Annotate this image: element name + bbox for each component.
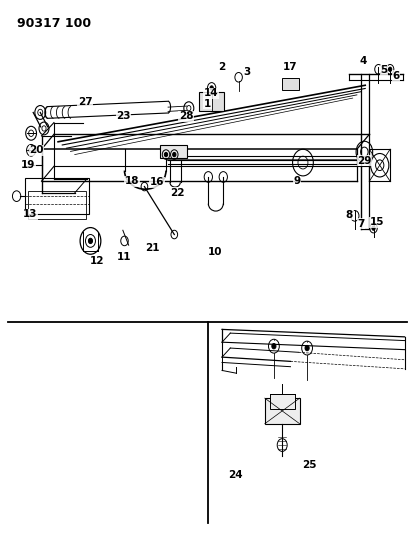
Text: 16: 16 <box>150 177 164 187</box>
Text: 20: 20 <box>29 146 44 155</box>
Text: 4: 4 <box>359 56 367 66</box>
Circle shape <box>164 152 168 157</box>
Text: 25: 25 <box>302 460 316 470</box>
Text: 24: 24 <box>228 471 243 480</box>
Bar <box>25 178 89 214</box>
Text: 11: 11 <box>117 252 131 262</box>
Circle shape <box>305 345 309 351</box>
Text: 13: 13 <box>23 209 37 219</box>
Bar <box>270 394 295 409</box>
Circle shape <box>173 152 176 157</box>
Bar <box>265 398 300 424</box>
Circle shape <box>88 238 93 244</box>
Text: 18: 18 <box>125 176 139 186</box>
Text: 19: 19 <box>21 160 35 170</box>
Bar <box>28 191 86 219</box>
Text: 28: 28 <box>179 111 193 121</box>
Text: 22: 22 <box>171 188 185 198</box>
Text: 15: 15 <box>370 217 384 227</box>
Circle shape <box>272 344 276 349</box>
Text: 6: 6 <box>393 71 400 80</box>
Text: 27: 27 <box>78 98 93 107</box>
Bar <box>199 92 224 111</box>
Text: 2: 2 <box>218 62 226 71</box>
Text: 14: 14 <box>203 88 218 98</box>
Circle shape <box>210 86 213 90</box>
Text: 12: 12 <box>90 256 105 266</box>
Text: 7: 7 <box>357 219 365 229</box>
Text: 21: 21 <box>146 243 160 253</box>
Text: 90317 100: 90317 100 <box>17 17 91 30</box>
Text: 3: 3 <box>243 67 251 77</box>
Bar <box>282 78 299 90</box>
Text: 8: 8 <box>346 210 353 220</box>
Text: 17: 17 <box>283 62 298 71</box>
Text: 10: 10 <box>208 247 222 256</box>
Text: 23: 23 <box>117 111 131 121</box>
Circle shape <box>372 226 375 230</box>
Circle shape <box>388 67 392 71</box>
Text: 29: 29 <box>357 156 371 166</box>
Text: 1: 1 <box>204 99 211 109</box>
Text: 5: 5 <box>380 66 388 75</box>
Text: 9: 9 <box>293 176 300 186</box>
Bar <box>160 145 187 158</box>
